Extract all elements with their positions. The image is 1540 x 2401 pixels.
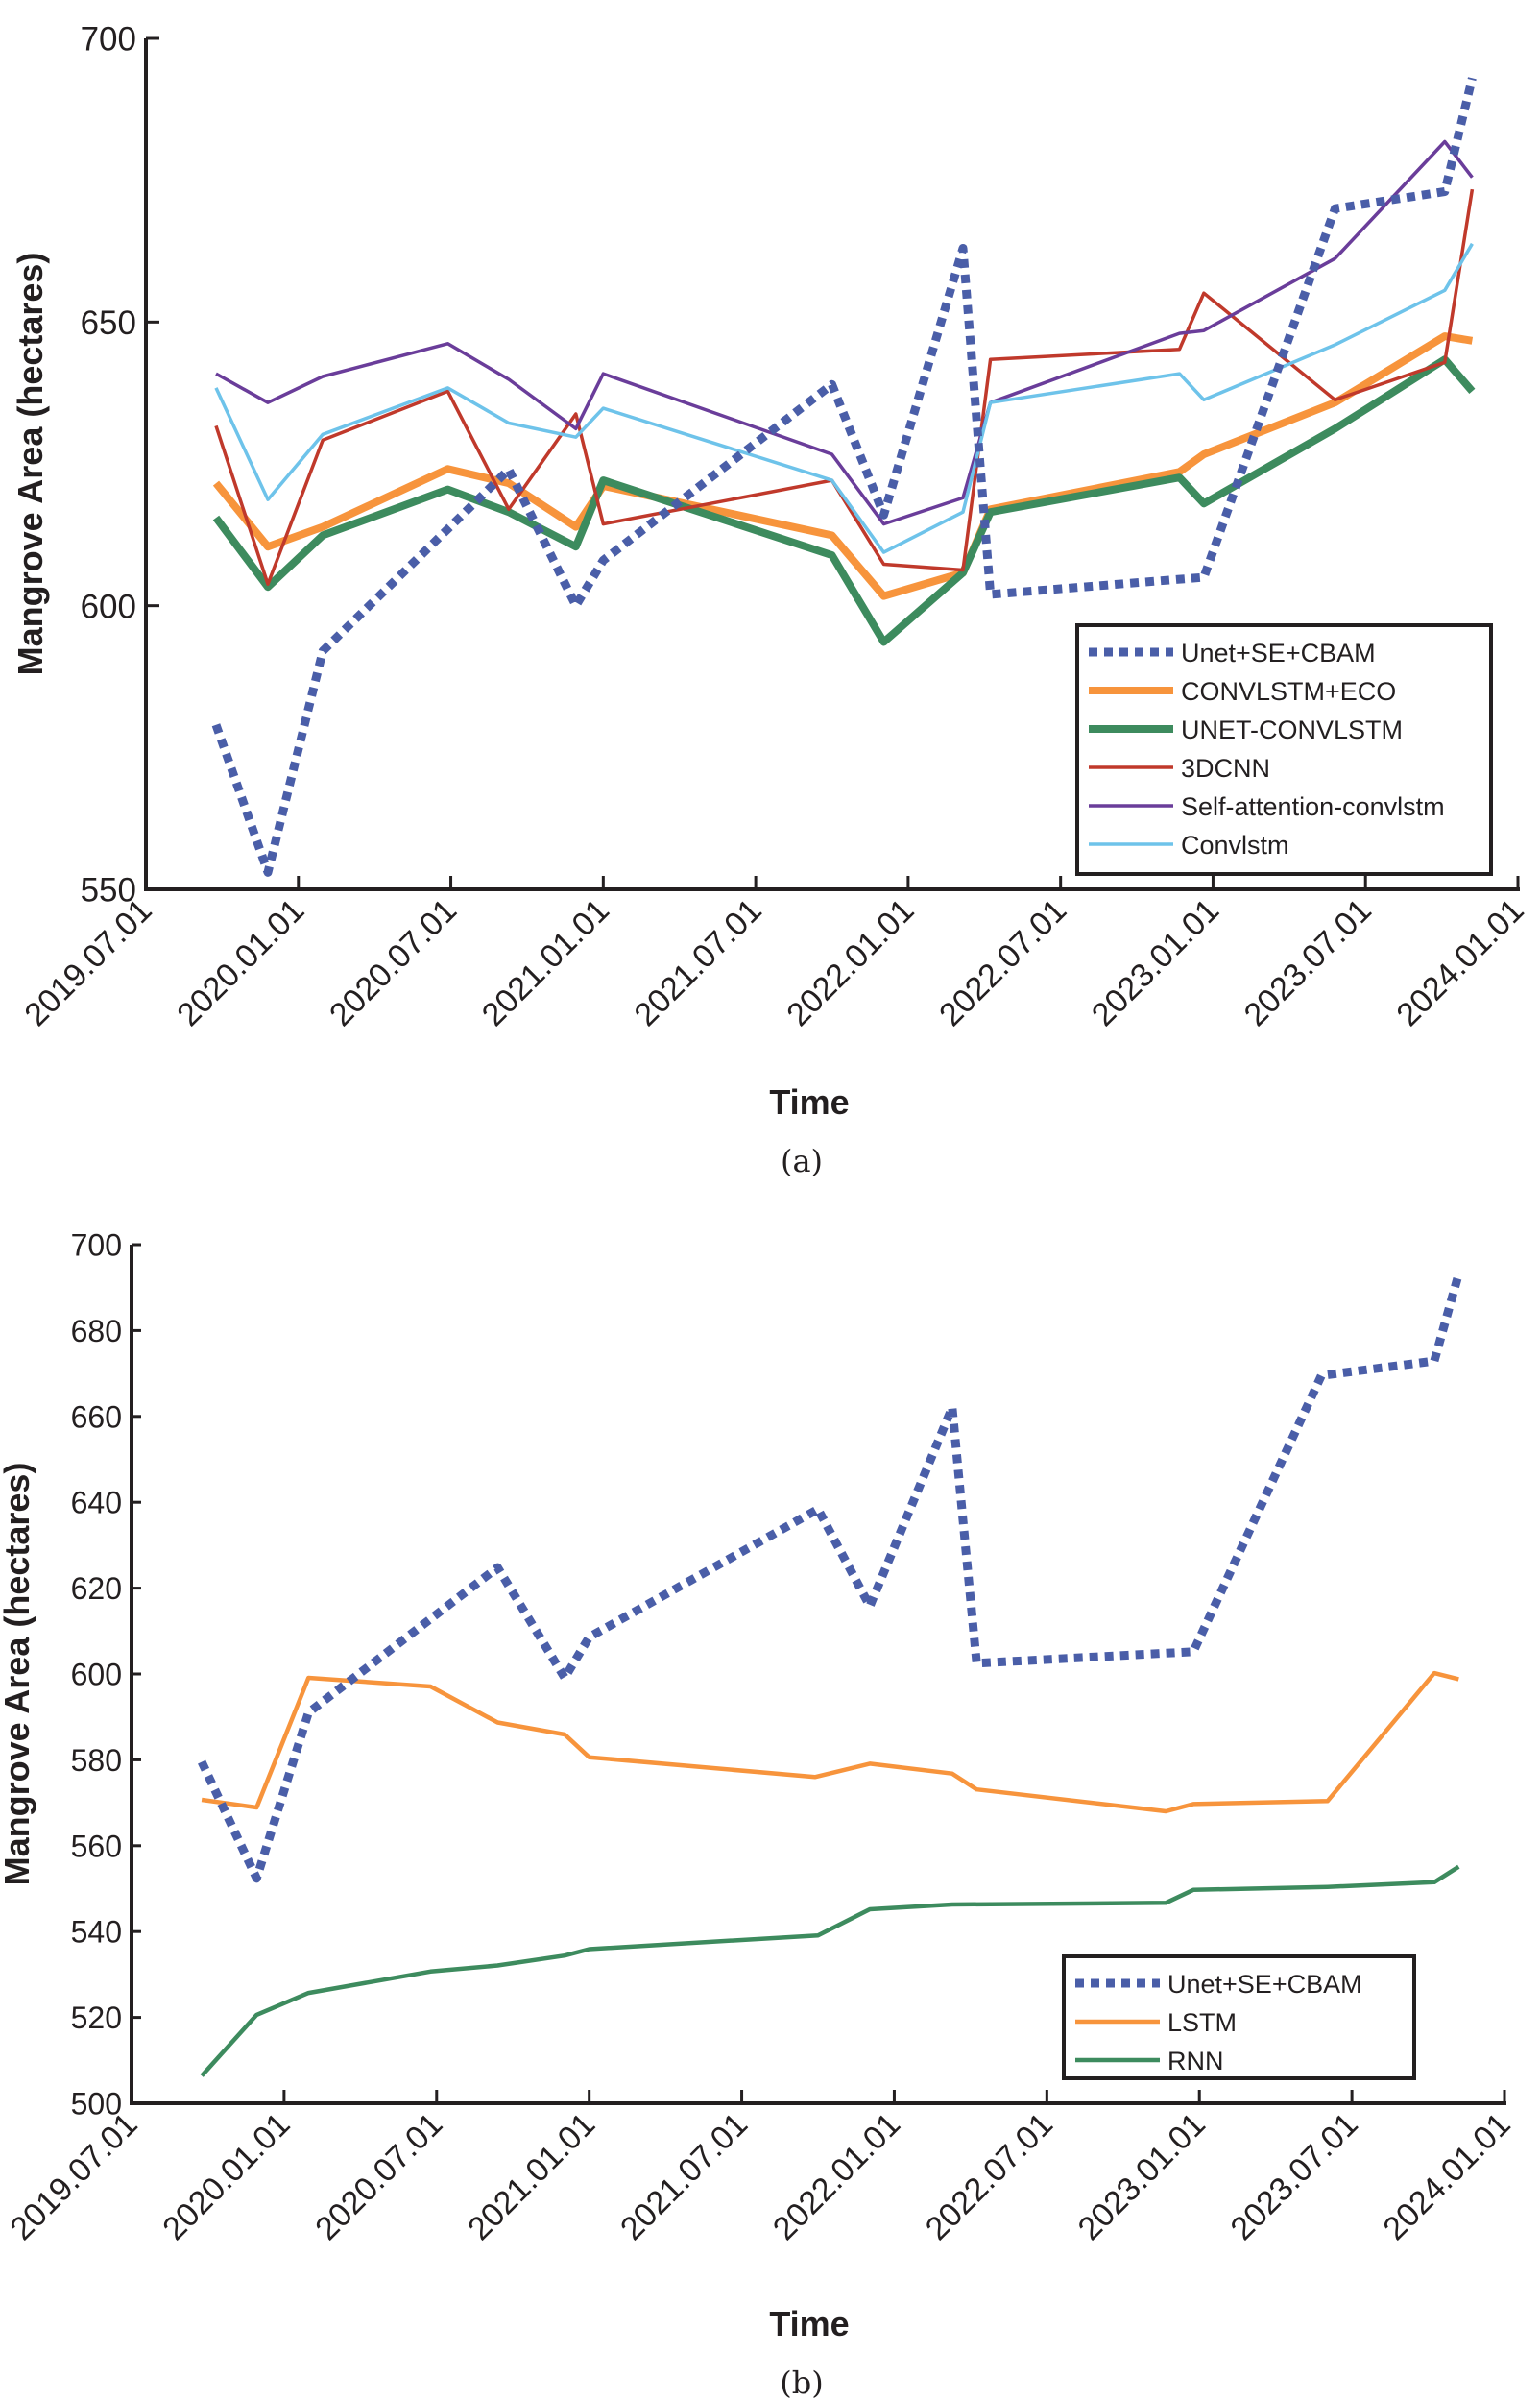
x-tick-label: 2024.01.01 [1376,2106,1517,2247]
legend-label: Unet+SE+CBAM [1181,639,1376,667]
series-line-convlstm [214,242,1474,554]
x-tick-label: 2021.01.01 [461,2106,602,2247]
x-tick-label: 2020.01.01 [156,2106,297,2247]
x-tick-label: 2020.07.01 [308,2106,449,2247]
y-tick-label: 520 [71,2001,122,2035]
x-axis-label: Time [769,2304,849,2343]
panel-caption: (b) [780,2365,823,2401]
series-line-unet-se-cbam [198,1273,1463,1883]
legend-label: Unet+SE+CBAM [1167,1970,1362,1999]
y-tick-label: 650 [81,304,136,342]
legend-label: 3DCNN [1181,754,1270,783]
legend-label: Self-attention-convlstm [1181,792,1445,821]
x-tick-label: 2023.01.01 [1071,2106,1213,2247]
x-axis-label: Time [769,1082,849,1122]
series-line-convlstm-eco [212,332,1474,600]
y-axis-label: Mangrove Area (hectares) [11,253,50,676]
x-tick-label: 2021.07.01 [614,2106,755,2247]
x-tick-label: 2024.01.01 [1389,892,1530,1033]
y-tick-label: 640 [71,1486,122,1520]
x-tick-label: 2021.07.01 [628,892,769,1033]
legend: Unet+SE+CBAM CONVLSTM+ECO UNET-CONVLSTM 3DC… [1075,623,1493,876]
x-tick-label: 2019.07.01 [3,2106,144,2247]
x-tick-label: 2022.07.01 [919,2106,1060,2247]
panel-caption: (a) [781,1143,823,1179]
x-tick-label: 2020.01.01 [170,892,311,1033]
x-tick-label: 2023.07.01 [1224,2106,1365,2247]
x-tick-label: 2022.01.01 [780,892,921,1033]
legend-box [1075,623,1493,876]
y-tick-label: 620 [71,1571,122,1606]
x-tick-label: 2021.01.01 [475,892,616,1033]
legend-label: Convlstm [1181,831,1289,860]
y-tick-label: 560 [71,1829,122,1863]
legend-label: LSTM [1167,2008,1237,2037]
series-line-self-attention-convlstm [215,139,1474,526]
legend-label: RNN [1167,2047,1224,2075]
y-tick-label: 540 [71,1915,122,1950]
series-line-lstm [201,1670,1459,1814]
x-tick-label: 2019.07.01 [17,892,158,1033]
x-tick-label: 2023.01.01 [1085,892,1226,1033]
y-tick-label: 580 [71,1743,122,1778]
x-tick-label: 2022.07.01 [932,892,1073,1033]
series-line-unet-convlstm [212,355,1476,646]
x-tick-label: 2023.07.01 [1238,892,1379,1033]
x-tick-label: 2022.01.01 [766,2106,907,2247]
y-tick-label: 600 [71,1658,122,1692]
legend: Unet+SE+CBAM LSTM RNN [1062,1954,1416,2080]
chart-panel-a: 550 600 650 700 2019.07.01 2020.01.01 2020.07.… [11,21,1531,1179]
legend-label: CONVLSTM+ECO [1181,677,1396,706]
chart-panel-b: 500 520 540 560 580 600 620 640 660 680 700 2019.07… [0,1228,1518,2401]
x-tick-label: 2020.07.01 [323,892,464,1033]
y-tick-label: 500 [71,2087,122,2122]
legend-label: UNET-CONVLSTM [1181,715,1403,744]
y-axis-label: Mangrove Area (hectares) [0,1463,36,1886]
y-tick-label: 680 [71,1314,122,1348]
y-tick-label: 700 [81,21,136,59]
series-line-unet-se-cbam [211,77,1477,877]
y-tick-label: 550 [81,872,136,909]
series-line-3dcnn [214,188,1475,586]
y-tick-label: 660 [71,1399,122,1434]
y-tick-label: 700 [71,1228,122,1263]
y-tick-label: 600 [81,588,136,625]
